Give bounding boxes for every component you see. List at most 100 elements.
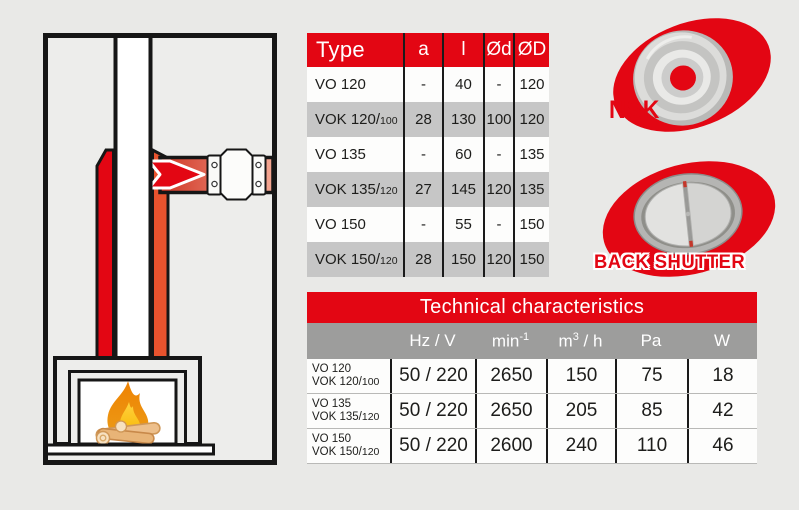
spec-cell-l: 130 [442,102,483,137]
model-label: VOK 150/120 [312,446,380,458]
tech-cell-flow: 205 [546,394,615,428]
spec-cell-od: 120 [483,242,513,277]
spec-cell-a: - [403,67,442,102]
spec-cell-type: VO 135 [307,137,403,172]
spec-cell-OD: 150 [513,207,549,242]
bolt-icon [255,180,262,188]
spec-cell-l: 40 [442,67,483,102]
bolt-icon [211,180,218,188]
tech-cell-pa: 85 [615,394,687,428]
spec-table-row: VOK 120/100 28 130 100 120 [307,102,549,137]
spec-cell-l: 60 [442,137,483,172]
tech-header-w: W [713,331,731,350]
tech-cell-w: 46 [687,429,757,463]
bolt-icon [211,161,218,169]
tech-cell-hz: 50 / 220 [390,429,475,463]
spec-cell-type: VOK 150/120 [307,242,403,277]
spec-cell-l: 145 [442,172,483,207]
spec-cell-type: VOK 120/100 [307,102,403,137]
back-shutter-valve [633,173,743,255]
model-label: VOK 135/120 [312,411,380,423]
model-label: VO 135 [312,398,351,410]
model-label: VO 120 [312,363,351,375]
tech-cell-flow: 150 [546,359,615,393]
tech-header-pa: Pa [640,331,662,350]
logs-icon [95,420,161,446]
tech-cell-flow: 240 [546,429,615,463]
spec-cell-type: VO 120 [307,67,403,102]
shutter-photo [602,161,776,277]
spec-cell-OD: 150 [513,242,549,277]
type-label: VO 135 [315,146,366,163]
tech-cell-rpm: 2650 [475,394,546,428]
spec-table-row: VOK 150/120 28 150 120 150 [307,242,549,277]
flow-arrow-icon [147,159,206,190]
chimney-pipe [113,36,153,362]
type-label: VO 120 [315,76,366,93]
spec-cell-od: 100 [483,102,513,137]
type-label: VO 150 [315,216,366,233]
spec-cell-OD: 120 [513,67,549,102]
type-label: VOK 150/ [315,251,381,268]
spec-cell-OD: 135 [513,172,549,207]
tech-header-hz-v: Hz / V [409,331,456,350]
spec-cell-type: VO 150 [307,207,403,242]
tech-header-flow: m3 / h [558,330,603,351]
tech-cell-hz: 50 / 220 [390,394,475,428]
tech-cell-rpm: 2650 [475,359,546,393]
spec-table-row: VO 120 - 40 - 120 [307,67,549,102]
hearth-shelf [43,443,215,456]
fireplace [43,356,215,456]
fan-unit [206,148,267,201]
bolt-icon [255,161,262,169]
tech-cell-models: VO 120 VOK 120/100 [307,359,390,393]
spec-cell-od: 120 [483,172,513,207]
tech-table-row: VO 120 VOK 120/100 50 / 220 2650 150 75 … [307,359,757,394]
tech-cell-hz: 50 / 220 [390,359,475,393]
tech-cell-w: 18 [687,359,757,393]
fan-body [219,148,254,201]
tech-cell-models: VO 135 VOK 135/120 [307,394,390,428]
spec-cell-OD: 120 [513,102,549,137]
spec-cell-od: - [483,137,513,172]
tech-header-rpm: min-1 [491,330,530,351]
tech-cell-pa: 110 [615,429,687,463]
tech-table-subheader: Hz / V min-1 m3 / h Pa W [307,323,757,359]
type-sub-label: 100 [380,115,398,127]
wall-outline [43,33,277,465]
spec-header-type: Type [316,37,365,62]
back-shutter-label: BACK SHUTTER [594,252,746,273]
tech-table-title: Technical characteristics [307,292,757,323]
tech-cell-w: 42 [687,394,757,428]
spec-header-OD: ØD [513,33,549,67]
tech-table: Technical characteristics Hz / V min-1 m… [307,292,757,464]
spec-cell-a: 27 [403,172,442,207]
spec-cell-l: 150 [442,242,483,277]
nsk-brand-label: NSK [609,96,661,124]
spec-cell-a: 28 [403,102,442,137]
model-label: VOK 120/100 [312,376,380,388]
spec-cell-type: VOK 135/120 [307,172,403,207]
spec-table-row: VO 150 - 55 - 150 [307,207,549,242]
type-sub-label: 120 [380,255,398,267]
spec-cell-OD: 135 [513,137,549,172]
spec-cell-a: - [403,137,442,172]
spec-cell-od: - [483,207,513,242]
fan-flange-left [206,154,223,196]
spec-header-l: l [442,33,483,67]
fire-icon [95,381,161,446]
spec-cell-od: - [483,67,513,102]
fan-flange-right [250,154,267,196]
spec-header-a: a [403,33,442,67]
spec-table-row: VO 135 - 60 - 135 [307,137,549,172]
type-label: VOK 120/ [315,111,381,128]
tech-table-row: VO 135 VOK 135/120 50 / 220 2650 205 85 … [307,394,757,429]
spec-cell-l: 55 [442,207,483,242]
tech-table-row: VO 150 VOK 150/120 50 / 220 2600 240 110… [307,429,757,464]
spec-table: Type a l Ød ØD VO 120 - 40 - 120 VOK 120… [307,33,549,277]
spec-table-header: Type a l Ød ØD [307,33,549,67]
spec-cell-a: - [403,207,442,242]
tech-cell-pa: 75 [615,359,687,393]
spec-table-row: VOK 135/120 27 145 120 135 [307,172,549,207]
